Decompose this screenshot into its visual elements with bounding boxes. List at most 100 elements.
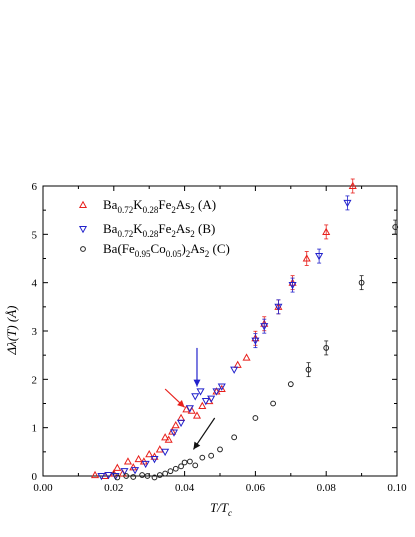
data-point xyxy=(90,470,100,479)
data-point xyxy=(315,253,324,261)
plot-frame xyxy=(42,185,398,477)
data-point xyxy=(181,459,188,466)
y-tick-label: 4 xyxy=(32,278,38,290)
y-tick-label: 2 xyxy=(32,374,38,386)
data-points xyxy=(90,178,399,481)
legend-symbol xyxy=(80,246,86,252)
data-point xyxy=(151,474,158,481)
y-axis-title: Δλ(T) (Å) xyxy=(4,306,19,356)
legend-marker-a xyxy=(78,200,88,209)
plot-border xyxy=(42,185,398,477)
data-point xyxy=(164,435,173,443)
data-point xyxy=(168,427,177,435)
data-point xyxy=(177,419,186,428)
data-point xyxy=(145,450,154,458)
data-point xyxy=(323,345,330,351)
data-point xyxy=(177,413,186,422)
legend-symbol xyxy=(78,225,88,234)
data-point xyxy=(150,456,159,464)
data-point xyxy=(139,472,146,478)
data-point xyxy=(270,400,277,407)
data-point xyxy=(208,452,215,459)
data-point xyxy=(196,388,205,396)
data-point xyxy=(130,467,140,475)
data-point xyxy=(161,448,170,457)
data-point xyxy=(343,199,352,208)
data-point xyxy=(198,401,207,409)
data-point xyxy=(144,473,151,479)
data-point xyxy=(123,457,133,465)
legend-label-c: Ba(Fe0.95Co0.05)2As2 (C) xyxy=(103,241,230,259)
data-point xyxy=(192,462,199,469)
data-point xyxy=(322,227,331,235)
data-point xyxy=(305,366,312,373)
data-point xyxy=(185,405,194,413)
y-tick-label: 1 xyxy=(32,423,38,435)
data-point xyxy=(302,254,311,262)
data-point xyxy=(212,388,221,396)
data-point xyxy=(162,470,169,477)
x-axis-title: T/Tc xyxy=(210,500,232,518)
arrow-annotation-b xyxy=(193,347,201,387)
x-tick-label: 0.02 xyxy=(104,482,123,494)
data-point xyxy=(114,474,121,481)
data-point xyxy=(130,474,137,480)
legend-marker-b xyxy=(78,225,88,234)
arrow-head xyxy=(193,379,201,387)
tick-labels: 0.00 0.02 0.04 0.06 0.08 0.10 0 1 2 3 4 5 6 xyxy=(32,181,408,494)
series-a xyxy=(90,178,357,480)
data-point xyxy=(192,411,202,419)
data-point xyxy=(161,433,170,441)
arrow-head xyxy=(193,441,201,450)
legend-marker-c xyxy=(80,246,86,252)
data-point xyxy=(230,366,239,374)
data-point xyxy=(287,381,294,388)
data-point xyxy=(288,282,297,290)
data-point xyxy=(156,472,163,478)
data-point xyxy=(242,353,251,361)
data-point xyxy=(134,454,143,463)
data-point xyxy=(207,395,216,403)
legend-symbol xyxy=(78,200,88,209)
arrow-annotation-c xyxy=(192,417,216,450)
data-point xyxy=(123,473,130,479)
data-point xyxy=(358,279,365,286)
legend-entry-b: Ba0.72K0.28Fe2As2 (B) xyxy=(78,221,215,239)
y-tick-label: 6 xyxy=(32,181,38,193)
legend-entry-a: Ba0.72K0.28Fe2As2 (A) xyxy=(78,197,216,215)
data-point xyxy=(104,471,113,480)
x-tick-label: 0.06 xyxy=(246,482,266,494)
data-point xyxy=(199,454,206,461)
data-point xyxy=(171,421,180,429)
data-point xyxy=(187,458,193,465)
y-tick-label: 3 xyxy=(32,326,38,338)
x-tick-label: 0.10 xyxy=(387,482,407,494)
data-point xyxy=(231,434,238,441)
data-point xyxy=(217,446,223,453)
annotations xyxy=(164,347,216,450)
data-point xyxy=(217,383,226,391)
axis-ticks xyxy=(42,185,398,477)
y-tick-label: 0 xyxy=(32,471,38,483)
legend-label-a: Ba0.72K0.28Fe2As2 (A) xyxy=(103,197,216,215)
x-tick-label: 0.08 xyxy=(317,482,337,494)
data-point xyxy=(129,463,138,471)
legend: Ba0.72K0.28Fe2As2 (A) Ba0.72K0.28Fe2As2 … xyxy=(78,197,230,259)
arrow-annotation-a xyxy=(164,388,186,408)
legend-label-b: Ba0.72K0.28Fe2As2 (B) xyxy=(103,221,215,239)
data-point xyxy=(251,337,260,345)
data-point xyxy=(252,415,259,421)
x-tick-label: 0.00 xyxy=(33,482,53,494)
data-point xyxy=(274,303,283,312)
series-b xyxy=(97,195,352,481)
x-tick-label: 0.04 xyxy=(175,482,195,494)
data-point xyxy=(141,460,150,469)
legend-entry-c: Ba(Fe0.95Co0.05)2As2 (C) xyxy=(80,241,230,259)
data-point xyxy=(169,429,179,437)
data-point xyxy=(392,224,399,230)
arrow-head xyxy=(177,400,185,408)
data-point xyxy=(201,398,210,406)
series-c xyxy=(114,219,399,481)
data-point xyxy=(172,465,179,472)
